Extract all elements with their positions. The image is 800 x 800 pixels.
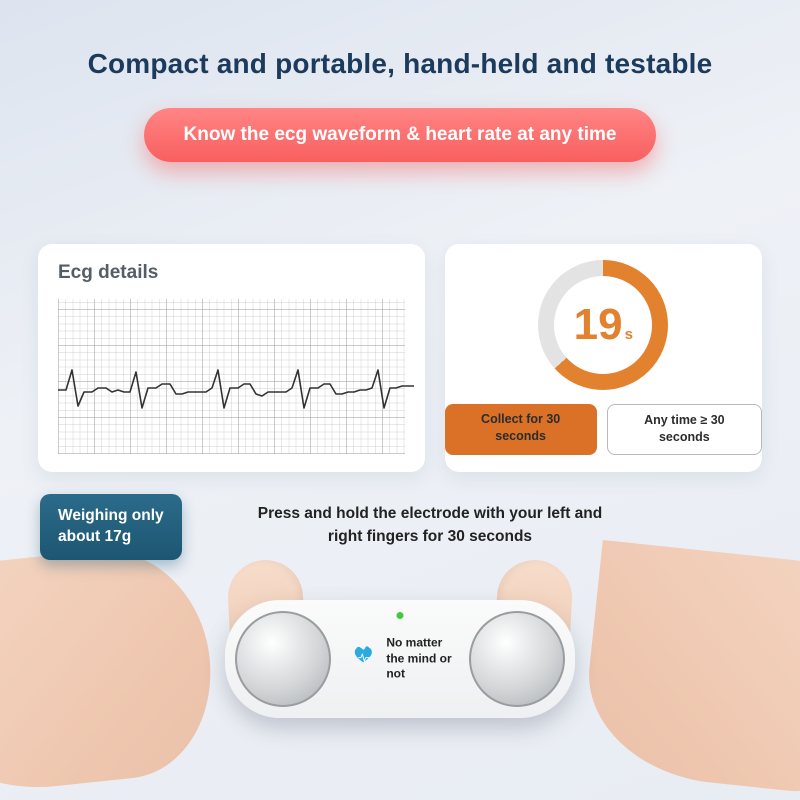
collect-button[interactable]: Collect for 30 seconds bbox=[445, 404, 597, 455]
ecg-device-body: No matter the mind or not bbox=[225, 600, 575, 718]
device-status-wrapper: No matter the mind or not bbox=[348, 636, 451, 683]
ecg-card: Ecg details bbox=[38, 244, 425, 472]
gauge-unit: s bbox=[625, 326, 633, 343]
countdown-gauge: 19 s bbox=[538, 260, 668, 390]
weigh-badge-line1: Weighing only bbox=[58, 506, 164, 527]
gauge-value-wrapper: 19 s bbox=[574, 300, 633, 350]
gauge-value: 19 bbox=[574, 300, 623, 350]
device-status-dot bbox=[397, 612, 404, 619]
status-line-1: No matter bbox=[386, 636, 451, 652]
device-status-text: No matter the mind or not bbox=[386, 636, 451, 683]
hands-device-illustration: No matter the mind or not bbox=[0, 545, 800, 800]
promo-page: Compact and portable, hand-held and test… bbox=[0, 0, 800, 800]
gauge-buttons-row: Collect for 30 seconds Any time ≥ 30 sec… bbox=[445, 404, 762, 455]
heart-people-icon bbox=[348, 644, 378, 674]
gauge-card: 19 s Collect for 30 seconds Any time ≥ 3… bbox=[445, 244, 762, 472]
left-electrode[interactable] bbox=[235, 611, 331, 707]
right-electrode[interactable] bbox=[469, 611, 565, 707]
promo-banner: Know the ecg waveform & heart rate at an… bbox=[144, 108, 657, 162]
weigh-badge: Weighing only about 17g bbox=[40, 494, 182, 560]
status-line-2: the mind or bbox=[386, 651, 451, 667]
ecg-waveform-icon bbox=[58, 362, 414, 422]
status-line-3: not bbox=[386, 667, 451, 683]
left-hand bbox=[0, 540, 221, 800]
ecg-card-label: Ecg details bbox=[58, 262, 405, 284]
banner-wrapper: Know the ecg waveform & heart rate at an… bbox=[0, 108, 800, 162]
anytime-button[interactable]: Any time ≥ 30 seconds bbox=[607, 404, 762, 455]
instruction-text: Press and hold the electrode with your l… bbox=[250, 502, 610, 549]
page-title: Compact and portable, hand-held and test… bbox=[60, 48, 740, 80]
info-cards-row: Ecg details 19 s Collect for 30 seconds … bbox=[38, 244, 762, 472]
weigh-badge-line2: about 17g bbox=[58, 527, 164, 548]
right-hand bbox=[579, 540, 800, 800]
